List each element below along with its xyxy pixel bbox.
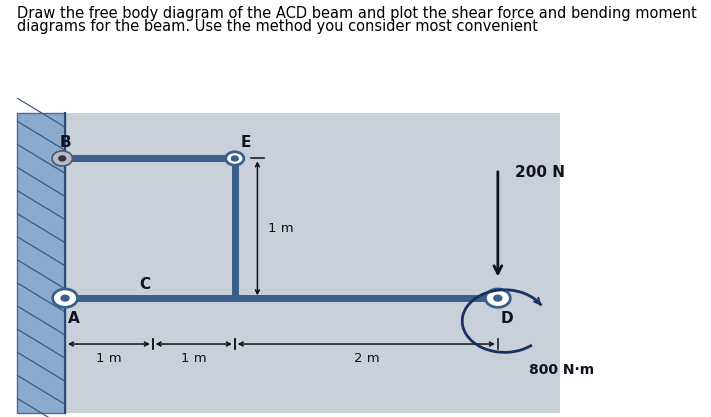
Circle shape	[53, 289, 77, 307]
Circle shape	[225, 152, 244, 165]
Text: A: A	[68, 311, 80, 326]
Circle shape	[59, 156, 65, 161]
Text: 1 m: 1 m	[267, 222, 293, 235]
Text: diagrams for the beam. Use the method you consider most convenient: diagrams for the beam. Use the method yo…	[17, 19, 538, 34]
Circle shape	[61, 295, 69, 301]
Circle shape	[486, 289, 510, 307]
Circle shape	[52, 151, 73, 166]
Text: 2 m: 2 m	[353, 352, 379, 364]
Text: C: C	[139, 277, 150, 292]
Circle shape	[231, 156, 238, 161]
Text: B: B	[60, 135, 71, 150]
Text: 200 N: 200 N	[515, 165, 565, 180]
Text: Draw the free body diagram of the ACD beam and plot the shear force and bending : Draw the free body diagram of the ACD be…	[17, 6, 697, 21]
Circle shape	[494, 295, 502, 301]
Text: 1 m: 1 m	[181, 352, 207, 364]
Text: 1 m: 1 m	[96, 352, 122, 364]
Bar	[17, 113, 65, 413]
Bar	[17, 113, 560, 413]
Text: E: E	[240, 135, 251, 150]
Text: 800 N·m: 800 N·m	[529, 363, 594, 377]
Text: D: D	[501, 311, 513, 326]
